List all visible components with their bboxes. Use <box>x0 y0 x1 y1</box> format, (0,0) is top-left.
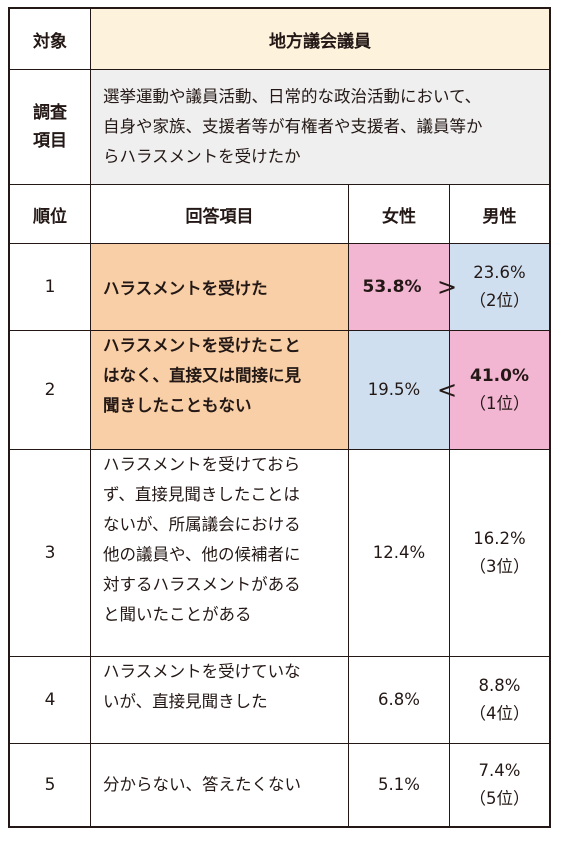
row-5-female: 5.1% <box>378 775 420 794</box>
column-rank-header: 順位 <box>33 206 67 227</box>
row-1-female: 53.8% <box>349 244 449 330</box>
row-1-comparison-icon: > <box>437 273 458 301</box>
row-5-rank: 5 <box>44 775 56 795</box>
row-2-rank: 2 <box>44 380 56 400</box>
row-3-answer-line4: 他の議員や、他の候補者に <box>103 545 301 564</box>
grid-line <box>348 184 349 826</box>
survey-text-line2: 自身や家族、支援者等が有権者や支援者、議員等か <box>103 117 483 136</box>
column-female-header: 女性 <box>382 206 416 227</box>
grid-line <box>10 330 549 331</box>
row-4-rank: 4 <box>44 690 56 710</box>
row-2-answer: ハラスメントを受けたこと はなく、直接又は間接に見 聞きしたこともない <box>91 331 348 449</box>
row-4-male-value: 8.8% <box>478 676 521 695</box>
row-4-answer: ハラスメントを受けていな いが、直接見聞きした <box>91 657 348 743</box>
row-4-answer-line1: ハラスメントを受けていな <box>103 662 301 681</box>
survey-text-line1: 選挙運動や議員活動、日常的な政治活動において、 <box>103 87 482 106</box>
grid-line <box>10 243 549 244</box>
row-2-answer-line1: ハラスメントを受けたこと <box>103 336 301 355</box>
column-male-header: 男性 <box>482 206 517 227</box>
row-1-rank: 1 <box>44 277 56 297</box>
row-2-comparison-icon: < <box>437 376 458 404</box>
row-4-answer-line2: いが、直接見聞きした <box>103 692 268 711</box>
grid-line <box>10 449 549 450</box>
grid-line <box>90 9 91 826</box>
row-2-male: 41.0% （1位） <box>450 331 549 449</box>
survey-label-line2: 項目 <box>33 131 67 151</box>
survey-label-line1: 調査 <box>33 103 67 123</box>
row-2-male-rank: （1位） <box>469 394 530 413</box>
row-5-answer: 分からない、答えたくない <box>103 775 301 794</box>
row-4-male-rank: （4位） <box>469 704 530 723</box>
grid-line <box>10 743 549 744</box>
target-value: 地方議会議員 <box>91 9 549 69</box>
row-2-male-value: 41.0% <box>470 366 529 386</box>
row-1-male-value: 23.6% <box>473 263 526 282</box>
grid-line <box>449 184 450 826</box>
row-2-answer-line3: 聞きしたこともない <box>103 396 252 415</box>
row-4-male: 8.8% （4位） <box>450 657 549 743</box>
row-4-female: 6.8% <box>378 690 420 709</box>
row-3-answer-line3: ないが、所属議会における <box>103 515 301 534</box>
row-3-answer-line5: 対するハラスメントがある <box>103 575 301 594</box>
row-3-answer-line2: ず、直接見聞きしたことは <box>103 485 300 504</box>
row-5-male-rank: （5位） <box>469 789 530 808</box>
survey-table <box>8 7 551 828</box>
target-label: 対象 <box>33 31 67 52</box>
survey-label: 調査 項目 <box>10 70 90 184</box>
grid-line <box>10 184 549 185</box>
survey-text: 選挙運動や議員活動、日常的な政治活動において、 自身や家族、支援者等が有権者や支… <box>91 70 549 184</box>
row-1-male: 23.6% （2位） <box>450 244 549 330</box>
row-3-rank: 3 <box>44 543 56 563</box>
row-3-male-rank: （3位） <box>469 557 530 576</box>
grid-line <box>10 69 549 70</box>
row-3-male: 16.2% （3位） <box>450 450 549 656</box>
survey-text-line3: らハラスメントを受けたか <box>103 147 301 166</box>
row-2-answer-line2: はなく、直接又は間接に見 <box>103 366 301 385</box>
row-1-answer: ハラスメントを受けた <box>91 244 348 330</box>
row-3-answer-line6: と聞いたことがある <box>103 605 252 624</box>
row-3-answer-line1: ハラスメントを受けておら <box>103 455 301 474</box>
row-3-male-value: 16.2% <box>473 529 526 548</box>
row-5-male: 7.4% （5位） <box>450 744 549 826</box>
row-5-male-value: 7.4% <box>478 761 521 780</box>
row-3-answer: ハラスメントを受けておら ず、直接見聞きしたことは ないが、所属議会における 他… <box>91 450 348 656</box>
grid-line <box>10 656 549 657</box>
row-2-female: 19.5% <box>349 331 449 449</box>
row-1-male-rank: （2位） <box>469 291 530 310</box>
row-3-female: 12.4% <box>372 543 426 562</box>
column-answer-header: 回答項目 <box>185 206 254 227</box>
